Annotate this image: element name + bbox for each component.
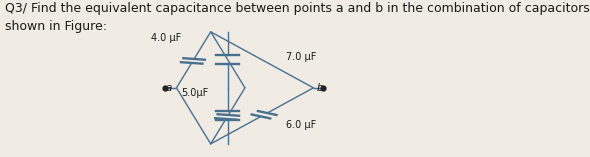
Text: 6.0 μF: 6.0 μF <box>286 120 316 130</box>
Text: a: a <box>166 83 172 93</box>
Text: Q3/ Find the equivalent capacitance between points a and b in the combination of: Q3/ Find the equivalent capacitance betw… <box>5 2 590 33</box>
Text: 4.0 μF: 4.0 μF <box>151 33 181 43</box>
Text: 7.0 μF: 7.0 μF <box>286 52 316 62</box>
Text: b: b <box>317 83 323 93</box>
Text: 5.0μF: 5.0μF <box>181 87 208 97</box>
